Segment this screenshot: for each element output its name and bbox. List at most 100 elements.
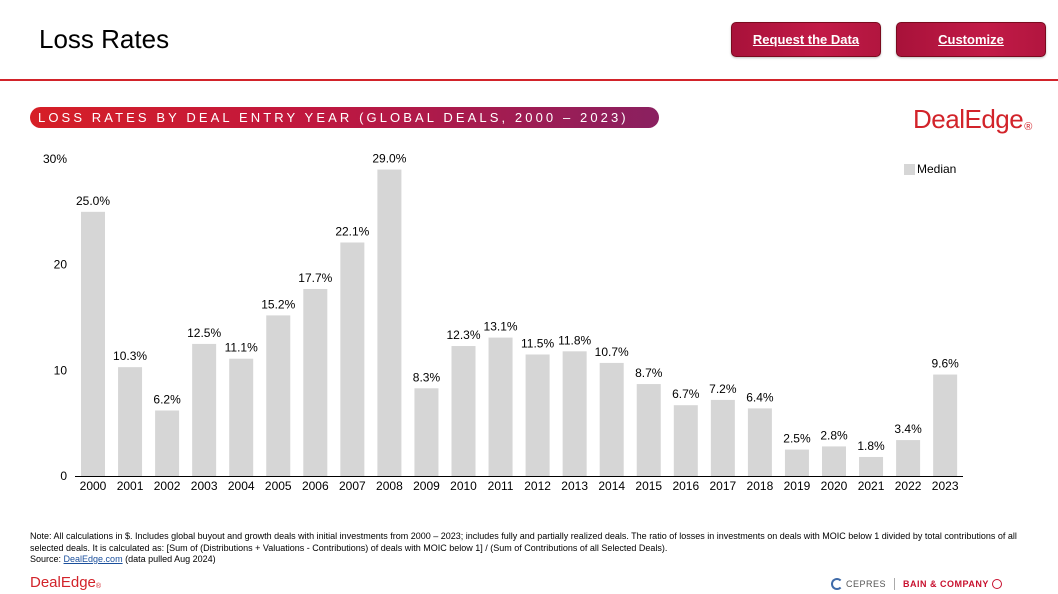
source-line: Source: DealEdge.com (data pulled Aug 20… <box>30 554 1035 566</box>
x-tick-label: 2023 <box>932 479 959 493</box>
data-label: 15.2% <box>261 297 295 311</box>
data-label: 6.2% <box>153 392 181 406</box>
registered-mark: ® <box>1024 121 1032 133</box>
y-tick-label: 30% <box>43 152 67 166</box>
source-suffix: (data pulled Aug 2024) <box>122 554 216 564</box>
y-tick-label: 20 <box>54 258 68 272</box>
bar <box>192 343 217 476</box>
x-tick-label: 2004 <box>228 479 255 493</box>
data-label: 12.5% <box>187 326 221 340</box>
bar <box>562 351 587 476</box>
bar <box>859 456 884 476</box>
legend-label: Median <box>917 162 957 176</box>
x-tick-label: 2019 <box>784 479 811 493</box>
request-data-button[interactable]: Request the Data <box>731 22 881 57</box>
bar <box>747 408 772 476</box>
bar <box>340 242 365 476</box>
customize-button[interactable]: Customize <box>896 22 1046 57</box>
data-label: 10.3% <box>113 349 147 363</box>
x-tick-label: 2000 <box>80 479 107 493</box>
data-label: 17.7% <box>298 271 332 285</box>
bar <box>896 440 921 476</box>
x-tick-label: 2008 <box>376 479 403 493</box>
x-tick-label: 2007 <box>339 479 366 493</box>
data-label: 7.2% <box>709 382 737 396</box>
bar <box>81 211 105 476</box>
bar <box>266 315 291 476</box>
bar <box>229 358 254 476</box>
bar <box>451 346 476 476</box>
bain-compass-icon <box>991 579 1002 589</box>
x-tick-label: 2006 <box>302 479 329 493</box>
x-tick-label: 2009 <box>413 479 440 493</box>
data-label: 13.1% <box>484 320 518 334</box>
data-label: 22.1% <box>335 224 369 238</box>
x-tick-label: 2011 <box>488 479 514 493</box>
x-tick-label: 2021 <box>858 479 885 493</box>
bar <box>303 288 328 476</box>
data-label: 10.7% <box>595 345 629 359</box>
bar <box>488 337 513 476</box>
x-tick-label: 2002 <box>154 479 181 493</box>
x-tick-label: 2013 <box>561 479 588 493</box>
y-tick-label: 0 <box>60 469 67 483</box>
data-label: 11.8% <box>558 333 591 347</box>
source-link[interactable]: DealEdge.com <box>63 554 123 564</box>
cepres-icon <box>831 578 843 590</box>
data-label: 29.0% <box>372 152 406 166</box>
bar <box>155 410 180 476</box>
dealedge-logo-text: DealEdge <box>913 104 1024 134</box>
header-divider <box>0 79 1058 81</box>
footer-registered-mark: ® <box>95 583 102 590</box>
data-label: 3.4% <box>894 422 922 436</box>
x-tick-label: 2010 <box>450 479 477 493</box>
data-label: 8.7% <box>635 366 663 380</box>
chart-title-banner: LOSS RATES BY DEAL ENTRY YEAR (GLOBAL DE… <box>30 107 659 128</box>
bar <box>636 384 661 476</box>
legend-swatch <box>904 163 915 175</box>
x-tick-label: 2015 <box>635 479 662 493</box>
data-label: 8.3% <box>413 370 441 384</box>
bar <box>599 362 624 476</box>
dealedge-logo: DealEdge® <box>913 104 1032 135</box>
data-label: 2.8% <box>820 428 848 442</box>
x-tick-label: 2012 <box>524 479 551 493</box>
note-text: Note: All calculations in $. Includes gl… <box>30 531 1017 553</box>
bar <box>710 399 735 476</box>
x-tick-label: 2005 <box>265 479 292 493</box>
cepres-label: CEPRES <box>846 579 887 589</box>
data-label: 11.5% <box>521 336 554 350</box>
bar <box>414 388 439 476</box>
data-label: 6.7% <box>672 387 700 401</box>
footer-partners: CEPRES BAIN & COMPANY <box>831 578 1002 590</box>
bar <box>525 354 550 476</box>
chart-legend: Median <box>904 162 956 176</box>
data-label: 9.6% <box>931 357 959 371</box>
x-tick-label: 2001 <box>117 479 144 493</box>
data-label: 2.5% <box>783 432 811 446</box>
x-tick-label: 2003 <box>191 479 218 493</box>
partner-divider <box>894 578 896 590</box>
x-tick-label: 2017 <box>709 479 736 493</box>
data-label: 6.4% <box>746 390 774 404</box>
bar <box>118 367 143 476</box>
source-prefix: Source: <box>30 554 64 564</box>
loss-rate-bar-chart: 0 10 20 30% 25.0% 2000 10.3% 2001 6.2% 2002 12.5% 2… <box>43 152 963 493</box>
bain-label: BAIN & COMPANY <box>903 579 989 589</box>
bar <box>822 446 846 476</box>
y-tick-label: 10 <box>54 363 68 377</box>
x-tick-label: 2016 <box>672 479 699 493</box>
data-label: 25.0% <box>76 194 110 208</box>
footer-dealedge-logo: DealEdge® <box>30 574 101 591</box>
footer-logo-text: DealEdge <box>30 574 96 591</box>
x-tick-label: 2022 <box>895 479 922 493</box>
bar <box>784 449 809 476</box>
bar <box>377 169 402 477</box>
data-label: 1.8% <box>857 439 885 453</box>
x-tick-label: 2014 <box>598 479 625 493</box>
bar <box>933 374 958 476</box>
page-title: Loss Rates <box>39 24 170 54</box>
data-label: 12.3% <box>446 328 480 342</box>
x-tick-label: 2018 <box>747 479 774 493</box>
x-tick-label: 2020 <box>821 479 848 493</box>
